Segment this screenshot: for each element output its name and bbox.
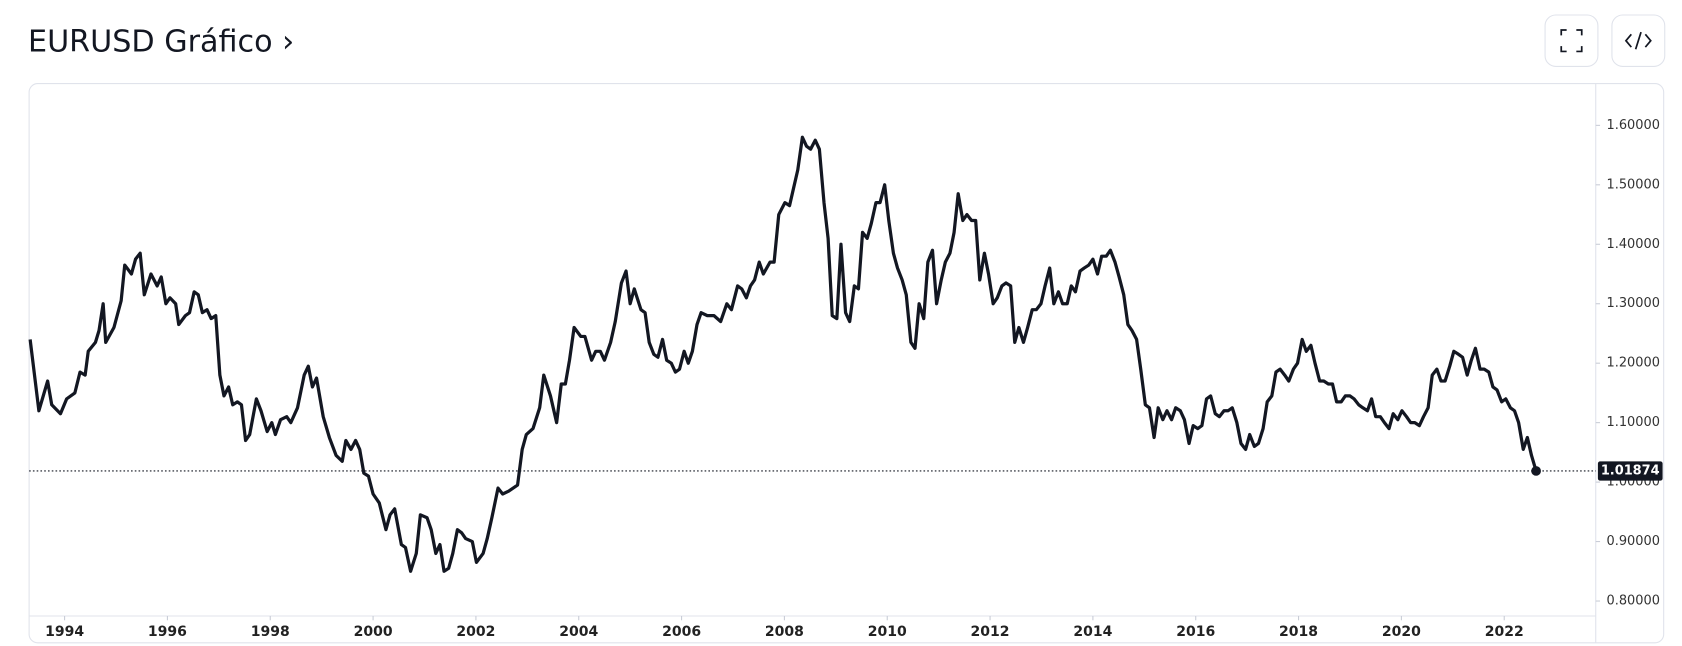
y-tick-label: 0.80000: [1607, 594, 1660, 609]
chart-title[interactable]: EURUSD Gráfico ›: [28, 24, 294, 59]
last-price-dot: [1531, 466, 1541, 476]
y-tick-label: 1.50000: [1607, 177, 1660, 192]
price-line: [28, 135, 1538, 573]
y-tick-label: 1.40000: [1607, 237, 1660, 252]
y-tick-label: 0.90000: [1607, 534, 1660, 549]
x-tick-label: 2004: [559, 624, 598, 640]
plot: 0.800000.900001.000001.100001.200001.300…: [28, 118, 1663, 640]
x-tick-label: 2010: [868, 624, 907, 640]
embed-icon[interactable]: [1624, 31, 1652, 50]
y-tick-label: 1.20000: [1607, 356, 1660, 371]
x-tick-label: 2000: [354, 624, 393, 640]
y-tick-label: 1.10000: [1607, 415, 1660, 430]
fullscreen-icon[interactable]: [1560, 29, 1583, 53]
y-tick-label: 1.30000: [1607, 296, 1660, 311]
x-tick-label: 1998: [251, 624, 290, 640]
x-tick-label: 2014: [1073, 624, 1112, 640]
fullscreen-button[interactable]: [1544, 14, 1599, 67]
last-price-badge: [1597, 461, 1663, 481]
x-tick-label: 2008: [765, 624, 804, 640]
embed-button[interactable]: [1611, 14, 1666, 67]
y-tick-label: 1.60000: [1607, 118, 1660, 133]
x-tick-label: 1994: [45, 624, 84, 640]
x-tick-label: 2018: [1279, 624, 1318, 640]
x-tick-label: 2020: [1382, 624, 1421, 640]
x-tick-label: 2006: [662, 624, 701, 640]
x-tick-label: 2022: [1485, 624, 1524, 640]
x-tick-label: 2016: [1176, 624, 1215, 640]
button-frame[interactable]: [1544, 14, 1599, 67]
x-tick-label: 2002: [456, 624, 495, 640]
chart-frame: [28, 83, 1665, 644]
x-tick-label: 2012: [971, 624, 1010, 640]
last-price-label: 1.01874: [1601, 463, 1660, 478]
x-tick-label: 1996: [148, 624, 187, 640]
